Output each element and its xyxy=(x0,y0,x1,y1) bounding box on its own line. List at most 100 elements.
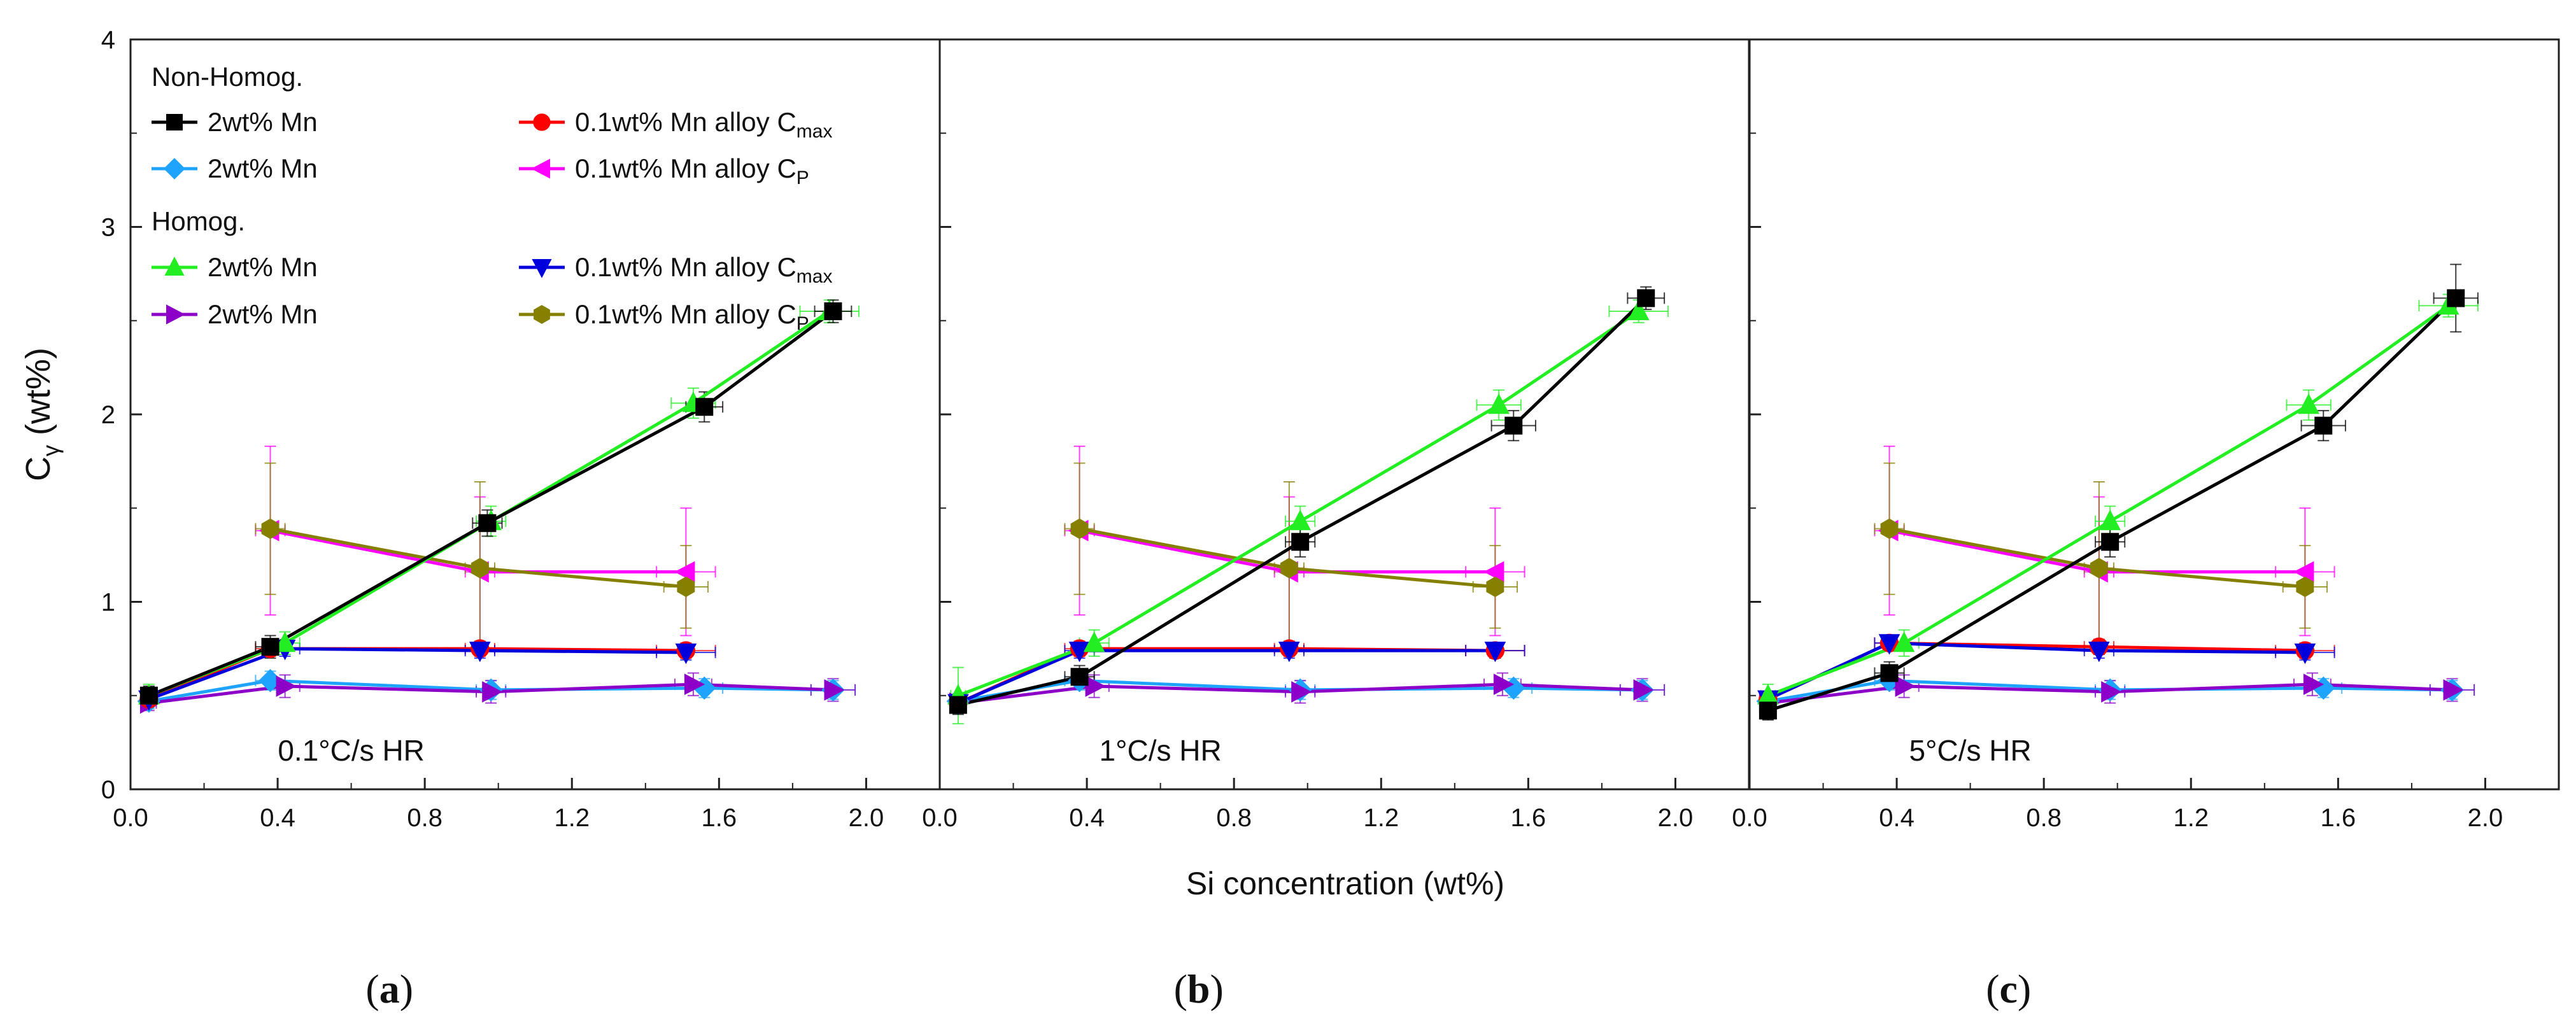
data-point-h_01mn_cmax xyxy=(1068,642,1091,663)
data-point-nh_01mn_cp xyxy=(2293,561,2314,583)
series-line-h_2mn_cmax xyxy=(1767,304,2450,698)
data-point-h_2mn_cp xyxy=(2443,679,2464,701)
data-point-nh_2mn_cmax xyxy=(1504,416,1523,435)
legend-swatch-marker xyxy=(532,259,552,278)
x-tick-label: 1.6 xyxy=(2321,804,2356,832)
x-tick-label: 1.6 xyxy=(1511,804,1546,832)
y-axis-label: Cγ (wt%) xyxy=(19,348,64,481)
data-point-nh_2mn_cmax xyxy=(1880,664,1899,682)
errorbars-h_01mn_cp xyxy=(1064,462,1518,655)
data-point-nh_2mn_cmax xyxy=(478,514,497,532)
data-point-h_01mn_cmax xyxy=(1278,642,1300,663)
data-point-nh_2mn_cmax xyxy=(2101,533,2120,551)
legend-swatch-marker xyxy=(166,114,183,130)
panel-label: (a) xyxy=(365,966,413,1011)
data-point-h_01mn_cp xyxy=(261,518,280,539)
data-point-nh_01mn_cp xyxy=(1483,561,1504,583)
data-point-h_2mn_cmax xyxy=(274,631,296,652)
data-point-h_2mn_cp xyxy=(276,675,297,697)
legend: Non-Homog. Homog. 2wt% Mn 0.1wt% Mn alloy C… xyxy=(152,62,832,334)
x-tick-label: 0.4 xyxy=(260,804,295,832)
data-point-h_2mn_cmax xyxy=(1289,509,1311,530)
legend-label: 0.1wt% Mn alloy Cmax xyxy=(575,252,832,287)
errorbars-h_01mn_cp xyxy=(1874,462,2328,655)
x-tick-label: 0.8 xyxy=(407,804,442,832)
data-point-h_2mn_cp xyxy=(824,679,845,701)
panel-annotation: 1°C/s HR xyxy=(1100,734,1222,767)
series-line-nh_01mn_cmax xyxy=(957,647,1496,705)
legend-group-title: Homog. xyxy=(152,206,245,236)
data-point-h_01mn_cmax xyxy=(469,642,491,663)
panel-label: (b) xyxy=(1174,966,1224,1011)
data-point-nh_01mn_cp xyxy=(674,561,695,583)
x-tick-label: 0.8 xyxy=(1216,804,1252,832)
legend-swatch-marker xyxy=(164,158,185,180)
data-point-h_2mn_cmax xyxy=(1488,393,1510,414)
errorbars-h_2mn_cmax xyxy=(1760,293,2479,708)
plot-frame xyxy=(129,38,941,791)
legend-swatch-marker xyxy=(531,158,550,179)
data-point-nh_2mn_cmax xyxy=(261,638,280,656)
legend-swatch-marker xyxy=(534,305,550,324)
data-point-h_01mn_cmax xyxy=(1484,642,1506,663)
legend-label: 0.1wt% Mn alloy CP xyxy=(575,153,809,188)
data-point-nh_2mn_cmax xyxy=(1759,701,1777,720)
legend-label: 2wt% Mn xyxy=(208,153,318,183)
x-tick-label: 1.2 xyxy=(2173,804,2209,832)
data-point-h_01mn_cp xyxy=(2090,558,2108,579)
data-point-h_2mn_cp xyxy=(1291,681,1312,703)
data-point-nh_2mn_cp xyxy=(258,669,282,693)
data-point-h_01mn_cmax xyxy=(1878,634,1900,655)
data-point-h_01mn_cmax xyxy=(675,644,697,665)
data-point-h_2mn_cp xyxy=(1085,675,1106,697)
data-point-h_2mn_cp xyxy=(1895,675,1916,697)
data-point-nh_2mn_cmax xyxy=(695,398,714,416)
x-tick-label: 0.4 xyxy=(1879,804,1914,832)
panel-label: (c) xyxy=(1986,966,2031,1011)
series-line-h_2mn_cmax xyxy=(957,309,1640,698)
x-tick-label: 0.0 xyxy=(113,804,148,832)
errorbars-h_2mn_cmax xyxy=(141,299,860,708)
data-point-h_2mn_cp xyxy=(684,673,705,695)
series-line-h_2mn_cmax xyxy=(148,309,831,698)
errorbars-h_01mn_cp xyxy=(255,462,709,655)
data-point-h_01mn_cp xyxy=(1486,576,1504,597)
series-line-nh_2mn_cmax xyxy=(1767,297,2457,712)
data-point-nh_2mn_cmax xyxy=(2447,289,2465,307)
data-point-nh_2mn_cmax xyxy=(1291,533,1310,551)
y-tick-label: 2 xyxy=(101,401,115,429)
x-tick-label: 1.6 xyxy=(702,804,737,832)
series-line-h_01mn_cp xyxy=(1079,527,1496,589)
data-point-nh_2mn_cmax xyxy=(139,686,158,705)
legend-group-title: Non-Homog. xyxy=(152,62,303,92)
panel-c: 0.0 0.4 0.8 1.2 1.6 2.0 5°C/s HR (c) xyxy=(1732,38,2560,1011)
data-point-nh_2mn_cmax xyxy=(824,302,842,321)
data-point-h_01mn_cp xyxy=(1880,518,1899,539)
legend-label: 2wt% Mn xyxy=(208,107,318,137)
series-line-h_01mn_cp xyxy=(1889,527,2305,589)
data-point-nh_2mn_cmax xyxy=(1070,668,1089,686)
x-tick-label: 0.4 xyxy=(1069,804,1105,832)
x-tick-label: 0.8 xyxy=(2026,804,2062,832)
x-tick-label: 2.0 xyxy=(1658,804,1694,832)
panel-annotation: 0.1°C/s HR xyxy=(278,734,425,767)
x-axis-label: Si concentration (wt%) xyxy=(1186,866,1504,901)
data-point-h_2mn_cp xyxy=(482,681,503,703)
series-line-nh_2mn_cmax xyxy=(148,309,834,698)
data-point-h_01mn_cp xyxy=(1070,518,1089,539)
data-point-h_2mn_cp xyxy=(2303,673,2325,695)
y-tick-label: 3 xyxy=(101,214,115,242)
data-point-nh_2mn_cmax xyxy=(2314,416,2333,435)
data-point-h_01mn_cp xyxy=(471,558,489,579)
x-tick-label: 0.0 xyxy=(922,804,958,832)
x-tick-label: 2.0 xyxy=(849,804,884,832)
x-tick-label: 2.0 xyxy=(2468,804,2503,832)
legend-swatch-marker xyxy=(166,304,185,325)
series-line-h_01mn_cp xyxy=(270,527,686,589)
x-tick-label: 0.0 xyxy=(1732,804,1767,832)
y-tick-label: 0 xyxy=(101,776,115,804)
data-point-nh_2mn_cmax xyxy=(1637,289,1655,307)
data-point-h_2mn_cmax xyxy=(1627,299,1650,320)
legend-swatch-marker xyxy=(533,113,551,131)
